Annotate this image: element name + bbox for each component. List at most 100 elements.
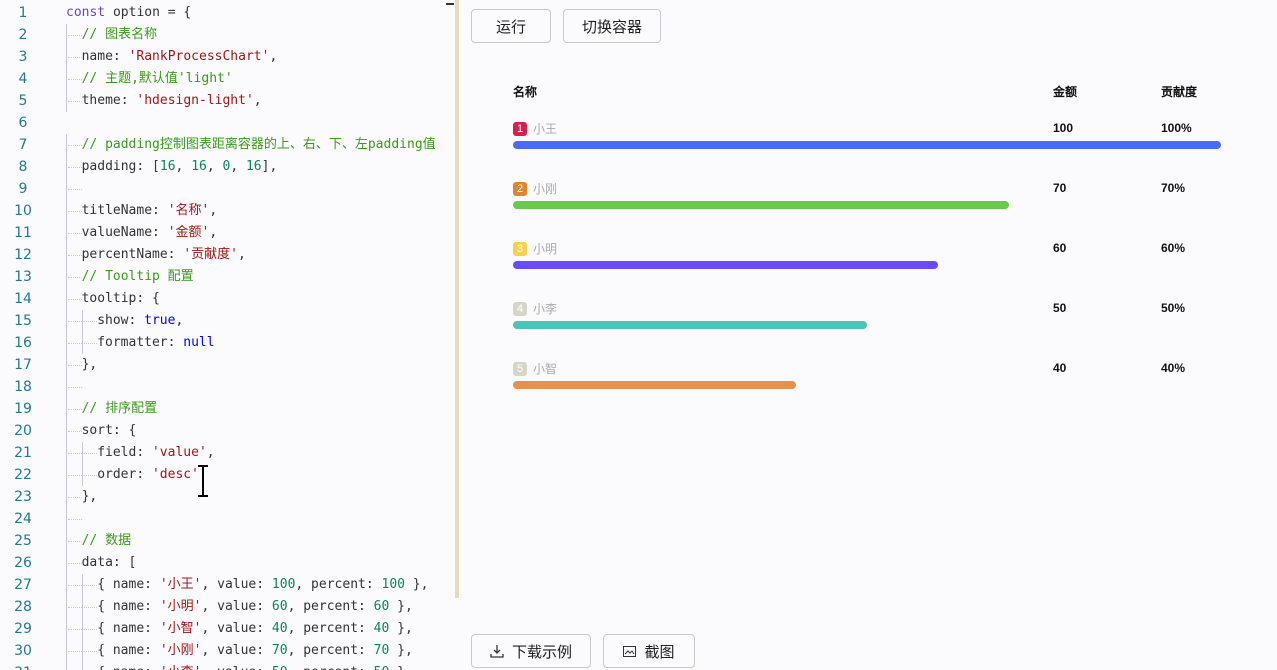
code-token: '金额': [167, 225, 210, 240]
code-line[interactable]: 27 { name: '小王', value: 100, percent: 100…: [0, 574, 455, 596]
code-text: },: [66, 486, 97, 508]
code-line[interactable]: 7 // padding控制图表距离容器的上、右、下、左padding值: [0, 134, 455, 156]
run-label: 运行: [495, 18, 526, 36]
code-line[interactable]: 26 data: [: [0, 552, 455, 574]
code-token: valueName:: [81, 225, 168, 240]
code-line[interactable]: 30 { name: '小刚', value: 70, percent: 70 }…: [0, 640, 455, 662]
code-line[interactable]: 31 { name: '小李', value: 50, percent: 50 }…: [0, 662, 455, 670]
code-line[interactable]: 2 // 图表名称: [0, 24, 455, 46]
download-example-button[interactable]: 下载示例: [471, 634, 591, 668]
progress-bar[interactable]: [513, 381, 797, 389]
row-percent: 60%: [1161, 241, 1186, 255]
code-token: 'RankProcessChart': [128, 49, 270, 64]
code-line[interactable]: 13 // Tooltip 配置: [0, 266, 455, 288]
code-token: theme:: [81, 93, 137, 108]
line-number: 24: [14, 511, 32, 527]
rank-badge: 3: [513, 241, 527, 256]
indent-guide: [66, 156, 82, 178]
indent-guide: [66, 508, 82, 530]
progress-bar[interactable]: [513, 201, 1009, 209]
download-icon: [490, 645, 504, 658]
code-text: percentName: '贡献度',: [66, 244, 246, 266]
code-line[interactable]: 23},: [0, 486, 455, 508]
indent-guide: [66, 332, 82, 354]
line-number: 7: [18, 137, 28, 153]
text-cursor-icon: [198, 465, 208, 497]
run-button[interactable]: 运行: [471, 9, 551, 43]
code-line[interactable]: 28 { name: '小明', value: 60, percent: 60 }…: [0, 596, 455, 618]
code-line[interactable]: 22 order: 'desc': [0, 464, 455, 486]
row-value: 70: [1053, 181, 1067, 195]
code-line[interactable]: 10 titleName: '名称',: [0, 200, 455, 222]
code-line[interactable]: 5 theme: 'hdesign-light',: [0, 90, 455, 112]
code-line[interactable]: 3 name: 'RankProcessChart',: [0, 46, 455, 68]
row-label: 4 小李: [513, 300, 557, 317]
code-token: 60: [271, 599, 288, 614]
code-text: sort: {: [66, 420, 136, 442]
line-number: 16: [14, 335, 32, 351]
code-line[interactable]: 8 padding: [16, 16, 0, 16],: [0, 156, 455, 178]
code-line[interactable]: 6: [0, 112, 455, 134]
code-text: show: true,: [66, 310, 183, 332]
progress-bar[interactable]: [513, 261, 938, 269]
indent-guide: [66, 266, 82, 288]
code-line[interactable]: 24: [0, 508, 455, 530]
indent-guide: [66, 486, 82, 508]
code-token: formatter:: [97, 335, 184, 350]
code-text: { name: '小明', value: 60, percent: 60 },: [66, 596, 413, 618]
code-line[interactable]: 25 // 数据: [0, 530, 455, 552]
code-line[interactable]: 4 // 主题,默认值'light': [0, 68, 455, 90]
line-number: 28: [14, 599, 32, 615]
code-token: ,: [209, 225, 218, 240]
rank-badge: 2: [513, 181, 527, 196]
code-text: data: [: [66, 552, 136, 574]
code-editor[interactable]: 1 const option = {2 // 图表名称 3 name: 'RankPro…: [0, 0, 455, 670]
line-number: 21: [14, 445, 32, 461]
line-number: 5: [18, 93, 28, 109]
code-line[interactable]: 29 { name: '小智', value: 40, percent: 40 }…: [0, 618, 455, 640]
line-number: 31: [0, 662, 46, 670]
code-line[interactable]: 15 show: true,: [0, 310, 455, 332]
pane-divider[interactable]: [455, 0, 459, 598]
code-line[interactable]: 18: [0, 376, 455, 398]
switch-container-button[interactable]: 切换容器: [563, 9, 661, 43]
code-text: theme: 'hdesign-light',: [66, 90, 262, 112]
code-line[interactable]: 1 const option = {: [0, 2, 455, 24]
line-number: 6: [18, 115, 28, 131]
screenshot-button[interactable]: 截图: [603, 634, 695, 668]
code-line[interactable]: 17},: [0, 354, 455, 376]
code-line[interactable]: 21 field: 'value',: [0, 442, 455, 464]
code-token: ,: [175, 159, 192, 174]
code-text: // 数据: [66, 530, 131, 552]
code-token: 70: [271, 643, 288, 658]
indent-guide: [81, 574, 98, 596]
indent-guide: [66, 398, 82, 420]
header-percent: 贡献度: [1161, 85, 1198, 99]
code-token: , value:: [201, 599, 272, 614]
indent-guide: [66, 596, 82, 618]
line-number: 12: [14, 247, 32, 263]
progress-bar[interactable]: [513, 321, 867, 329]
code-text: valueName: '金额',: [66, 222, 217, 244]
code-line[interactable]: 12 percentName: '贡献度',: [0, 244, 455, 266]
code-line[interactable]: 16 formatter: null: [0, 332, 455, 354]
indent-guide: [66, 288, 82, 310]
progress-bar[interactable]: [513, 141, 1221, 149]
code-text: const option = {: [66, 2, 191, 24]
indent-guide: [66, 24, 82, 46]
row-label: 5 小智: [513, 360, 557, 377]
indent-guide: [66, 662, 82, 670]
code-text: tooltip: {: [66, 288, 160, 310]
code-line[interactable]: 14 tooltip: {: [0, 288, 455, 310]
code-line[interactable]: 11 valueName: '金额',: [0, 222, 455, 244]
line-number: 29: [14, 621, 32, 637]
code-token: name:: [81, 49, 129, 64]
code-line[interactable]: 9: [0, 178, 455, 200]
code-token: '小刚': [159, 643, 202, 658]
code-line[interactable]: 19 // 排序配置: [0, 398, 455, 420]
code-token: field:: [97, 445, 152, 460]
header-name: 名称: [513, 85, 538, 99]
code-line[interactable]: 20 sort: {: [0, 420, 455, 442]
line-number: 27: [14, 577, 32, 593]
row-value: 60: [1053, 241, 1067, 255]
